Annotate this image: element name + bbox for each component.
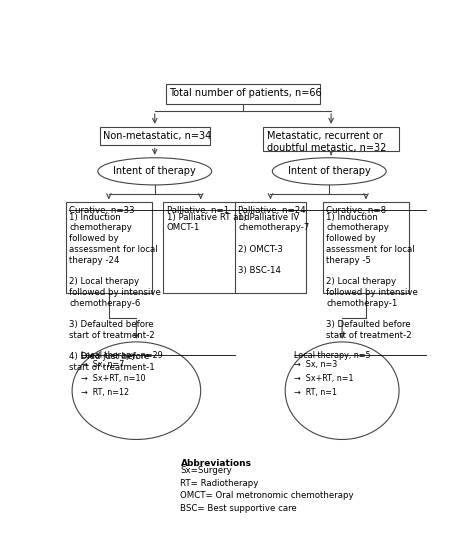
Text: →  Sx+RT, n=10: → Sx+RT, n=10 (82, 374, 146, 383)
FancyBboxPatch shape (235, 202, 306, 293)
Text: Local therapy, n=5: Local therapy, n=5 (294, 351, 371, 360)
FancyBboxPatch shape (263, 127, 399, 152)
Text: 1) Palliative IV
chemotherapy-7

2) OMCT-3

3) BSC-14: 1) Palliative IV chemotherapy-7 2) OMCT-… (238, 213, 310, 276)
Text: Total number of patients, n=66: Total number of patients, n=66 (170, 88, 322, 98)
Text: 1) Induction
chemotherapy
followed by
assessment for local
therapy -24

2) Local: 1) Induction chemotherapy followed by as… (69, 213, 161, 372)
FancyBboxPatch shape (166, 84, 320, 104)
Text: Intent of therapy: Intent of therapy (113, 166, 196, 176)
FancyBboxPatch shape (100, 127, 210, 145)
Text: Palliative, n=1: Palliative, n=1 (167, 206, 229, 215)
FancyBboxPatch shape (163, 202, 238, 293)
Text: Metastatic, recurrent or
doubtful metastic, n=32: Metastatic, recurrent or doubtful metast… (267, 131, 386, 153)
Text: 1) Palliative RT and
OMCT-1: 1) Palliative RT and OMCT-1 (167, 213, 249, 233)
Text: →  RT, n=12: → RT, n=12 (82, 388, 129, 397)
Ellipse shape (72, 342, 201, 440)
Ellipse shape (272, 158, 386, 185)
Text: Abbreviations: Abbreviations (181, 458, 252, 468)
Text: Palliative, n=24: Palliative, n=24 (238, 206, 306, 215)
Text: Sx=Surgery
RT= Radiotherapy
OMCT= Oral metronomic chemotherapy
BSC= Best support: Sx=Surgery RT= Radiotherapy OMCT= Oral m… (181, 466, 354, 513)
Text: Non-metastatic, n=34: Non-metastatic, n=34 (103, 131, 211, 141)
Ellipse shape (98, 158, 212, 185)
Text: Curative, n=8: Curative, n=8 (327, 206, 387, 215)
FancyBboxPatch shape (66, 202, 152, 293)
FancyBboxPatch shape (323, 202, 409, 293)
Text: →  Sx+RT, n=1: → Sx+RT, n=1 (294, 374, 354, 383)
Text: Intent of therapy: Intent of therapy (288, 166, 371, 176)
Text: →  Sx, n=3: → Sx, n=3 (294, 360, 337, 369)
Text: Local therapy, n=29: Local therapy, n=29 (82, 351, 163, 360)
Text: →  Sx, n=7: → Sx, n=7 (82, 360, 125, 369)
Text: 1) Induction
chemotherapy
followed by
assessment for local
therapy -5

2) Local : 1) Induction chemotherapy followed by as… (327, 213, 419, 340)
Text: Curative, n=33: Curative, n=33 (69, 206, 135, 215)
Ellipse shape (285, 342, 399, 440)
Text: →  RT, n=1: → RT, n=1 (294, 388, 337, 397)
